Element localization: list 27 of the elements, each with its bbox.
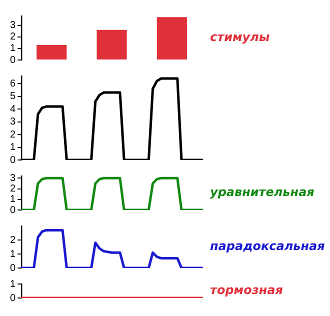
y-tick-label: 0 [10, 54, 16, 66]
series-label: тормозная [210, 283, 284, 298]
y-tick-label: 1 [10, 142, 16, 154]
y-tick-label: 3 [10, 172, 16, 184]
series-label: уравнительная [210, 185, 315, 200]
y-tick-label: 2 [10, 234, 16, 246]
y-tick-label: 5 [10, 91, 16, 102]
y-tick-label: 0 [10, 154, 16, 166]
y-tick-label: 1 [10, 43, 16, 54]
bar [156, 17, 187, 60]
y-tick-label: 0 [10, 204, 16, 216]
y-tick-label: 1 [10, 194, 16, 206]
bar [96, 30, 127, 60]
y-tick-label: 2 [10, 32, 16, 43]
y-tick-label: 1 [10, 248, 16, 260]
y-tick-label: 1 [10, 278, 16, 290]
y-tick-label: 2 [10, 184, 16, 194]
y-tick-label: 3 [10, 20, 16, 32]
bar [36, 44, 67, 60]
y-tick-label: 6 [10, 78, 16, 90]
y-tick-label: 2 [10, 129, 16, 140]
y-tick-label: 4 [10, 104, 16, 115]
series-label: стимулы [210, 30, 270, 44]
y-tick-label: 0 [10, 292, 16, 304]
y-tick-label: 3 [10, 116, 16, 128]
y-tick-label: 0 [10, 262, 16, 274]
series-label: парадоксальная [210, 239, 326, 254]
